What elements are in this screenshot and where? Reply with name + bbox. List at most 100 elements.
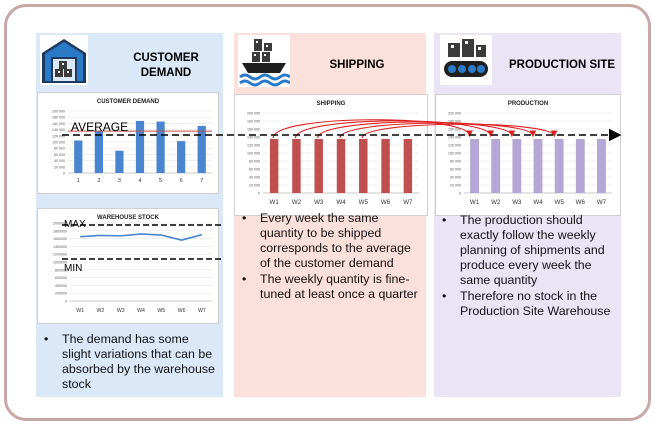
y-tick-label: 80 000 — [54, 147, 65, 151]
y-tick-label: 140 000 — [52, 128, 65, 132]
y-tick-label: 200000 — [55, 292, 67, 296]
y-tick-label: 1000000 — [53, 261, 67, 265]
x-tick-label: W5 — [157, 308, 165, 314]
x-tick-label: 1 — [77, 178, 80, 184]
y-tick-label: 200 000 — [448, 112, 461, 116]
max-label: MAX — [64, 219, 86, 230]
x-tick-label: W3 — [314, 199, 324, 206]
y-tick-label: 1200000 — [53, 253, 67, 257]
x-tick-label: W3 — [117, 308, 125, 314]
customer-chart-svg: 0 20 000 40 000 60 000 80 000 100 000 120 000 1… — [52, 110, 212, 184]
customer-heading-line1: CUSTOMER — [133, 52, 199, 64]
y-tick-label: 40 000 — [450, 176, 461, 180]
stock-chart-title: WAREHOUSE STOCK — [97, 215, 159, 221]
y-tick-label: 20 000 — [54, 165, 65, 169]
bar — [74, 140, 83, 173]
x-tick-label: W2 — [491, 199, 501, 206]
y-tick-label: 20 000 — [249, 184, 260, 188]
bar — [314, 139, 323, 193]
red-shift-arrow — [294, 120, 494, 139]
red-shift-arrow — [272, 119, 473, 139]
shipping-column: SHIPPING SHIPPING 0 20 000 40 000 60 000 80 … — [234, 33, 428, 397]
bar — [403, 139, 413, 193]
x-tick-label: 3 — [118, 178, 121, 184]
production-bullet-list: • The production should exactly follow th… — [438, 213, 620, 320]
y-tick-label: 160 000 — [448, 128, 461, 132]
x-tick-label: W2 — [97, 308, 105, 314]
bar — [197, 125, 206, 173]
bar — [177, 141, 186, 173]
y-tick-label: 20 000 — [450, 184, 461, 188]
y-tick-label: 400000 — [55, 284, 67, 288]
y-tick-label: 0 — [459, 192, 461, 196]
y-tick-label: 1800000 — [53, 229, 67, 233]
bar — [512, 139, 522, 193]
y-tick-label: 100 000 — [247, 152, 260, 156]
x-tick-label: W1 — [270, 199, 280, 206]
production-chart-svg: 0 20 000 40 000 60 000 80 000 100 000 120 000 1… — [448, 112, 612, 206]
y-tick-label: 120 000 — [247, 144, 260, 148]
bar — [554, 139, 564, 193]
y-tick-label: 40 000 — [249, 176, 260, 180]
bar — [269, 139, 279, 193]
y-tick-label: 60 000 — [249, 168, 260, 172]
bar — [292, 139, 301, 193]
min-label: MIN — [64, 263, 82, 274]
shipping-bullet-list: • Every week the same quantity to be ship… — [238, 211, 423, 303]
x-tick-label: W6 — [178, 308, 186, 314]
warehouse-stock-chart: WAREHOUSE STOCK 0 200000 400000 600000 80000… — [37, 208, 219, 324]
x-tick-label: W6 — [381, 199, 391, 206]
y-tick-label: 60 000 — [450, 168, 461, 172]
y-tick-label: 80 000 — [249, 160, 260, 164]
x-tick-label: W5 — [359, 199, 369, 206]
x-tick-label: 6 — [180, 178, 183, 184]
bar — [470, 139, 480, 193]
customer-bullet-list: • The demand has some slight variations t… — [40, 332, 220, 393]
bar — [115, 150, 124, 173]
y-tick-label: 160 000 — [52, 122, 65, 126]
shipping-bullet-2: • The weekly quantity is fine-tuned at le… — [242, 272, 418, 301]
x-tick-label: W2 — [292, 199, 302, 206]
y-tick-label: 200 000 — [52, 110, 65, 114]
customer-demand-column: CUSTOMER DEMAND CUSTOMER DEMAND 0 20 000 4… — [36, 33, 223, 397]
y-tick-label: 120 000 — [52, 134, 65, 138]
shipping-chart-svg: 0 20 000 40 000 60 000 80 000 100 000 120 000 1… — [247, 112, 419, 206]
customer-chart-title: CUSTOMER DEMAND — [96, 99, 160, 105]
production-site-column: PRODUCTION SITE PRODUCTION 0 20 000 40 000… — [434, 33, 621, 397]
bar — [575, 139, 585, 193]
bar — [94, 131, 103, 173]
customer-demand-heading: CUSTOMER DEMAND — [116, 51, 216, 81]
x-tick-label: 4 — [138, 178, 141, 184]
x-tick-label: W3 — [512, 199, 522, 206]
y-tick-label: 140 000 — [247, 136, 260, 140]
stock-chart-svg: 0 200000 400000 600000 800000 1000000 1200000 1… — [53, 222, 212, 314]
customer-demand-chart: CUSTOMER DEMAND 0 20 000 40 000 60 000 80 00… — [37, 92, 219, 194]
y-tick-label: 1600000 — [53, 237, 67, 241]
red-shift-arrow — [361, 123, 558, 139]
x-tick-label: 7 — [200, 178, 203, 184]
y-tick-label: 180 000 — [52, 116, 65, 120]
y-tick-label: 1400000 — [53, 245, 67, 249]
shipping-chart: SHIPPING 0 20 000 40 000 60 000 80 000 100 00… — [234, 94, 428, 216]
bar — [533, 139, 543, 193]
x-tick-label: 5 — [159, 178, 162, 184]
bar — [381, 139, 390, 193]
y-tick-label: 0 — [258, 192, 260, 196]
shipping-chart-title: SHIPPING — [316, 101, 346, 107]
y-tick-label: 600000 — [55, 276, 67, 280]
x-tick-label: 2 — [97, 178, 100, 184]
y-tick-label: 160 000 — [247, 128, 260, 132]
y-tick-label: 100 000 — [52, 141, 65, 145]
x-tick-label: W6 — [576, 199, 586, 206]
x-tick-label: W7 — [198, 308, 206, 314]
cargo-ship-icon — [238, 35, 291, 87]
bar — [135, 120, 145, 173]
bar — [336, 139, 346, 193]
x-tick-label: W7 — [597, 199, 607, 206]
y-tick-label: 800000 — [55, 268, 67, 272]
customer-bullet-1: • The demand has some slight variations t… — [44, 332, 215, 391]
y-tick-label: 60 000 — [54, 153, 65, 157]
y-tick-label: 180 000 — [448, 120, 461, 124]
x-tick-label: W7 — [403, 199, 413, 206]
